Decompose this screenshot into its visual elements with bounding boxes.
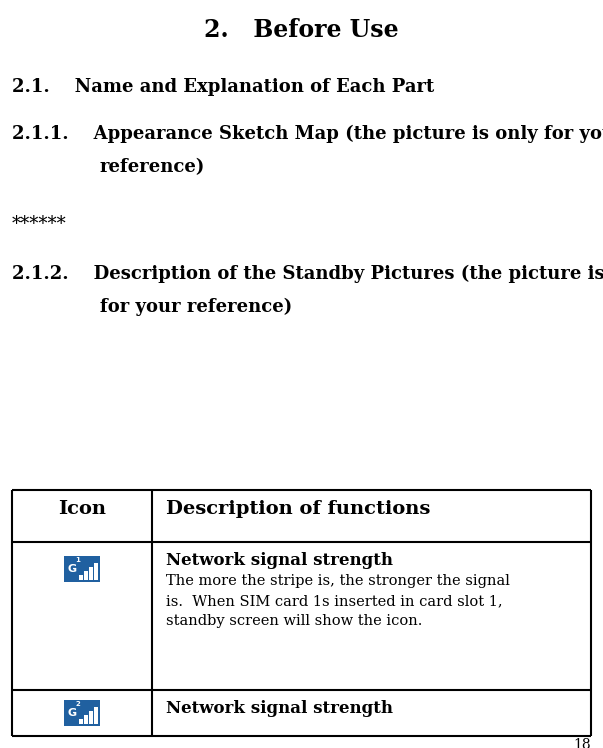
Text: is.  When SIM card 1s inserted in card slot 1,: is. When SIM card 1s inserted in card sl…	[166, 594, 503, 608]
Bar	[79, 719, 83, 724]
Text: Icon: Icon	[58, 500, 106, 518]
Text: Network signal strength: Network signal strength	[166, 552, 393, 569]
Bar	[84, 571, 87, 580]
Text: The more the stripe is, the stronger the signal: The more the stripe is, the stronger the…	[166, 574, 510, 588]
Text: for your reference): for your reference)	[100, 298, 292, 316]
Text: G: G	[68, 564, 77, 574]
Text: Description of functions: Description of functions	[166, 500, 431, 518]
Text: 2.   Before Use: 2. Before Use	[204, 18, 399, 42]
Text: standby screen will show the icon.: standby screen will show the icon.	[166, 614, 422, 628]
Bar	[64, 556, 100, 582]
Text: 2.1.1.    Appearance Sketch Map (the picture is only for your: 2.1.1. Appearance Sketch Map (the pictur…	[12, 125, 603, 144]
Bar	[94, 707, 98, 724]
Bar	[79, 575, 83, 580]
Text: Network signal strength: Network signal strength	[166, 700, 393, 717]
Text: 2.1.    Name and Explanation of Each Part: 2.1. Name and Explanation of Each Part	[12, 78, 434, 96]
Text: 2: 2	[75, 701, 80, 707]
Bar	[84, 715, 87, 724]
Text: 18: 18	[573, 738, 591, 748]
Text: G: G	[68, 708, 77, 718]
Bar	[89, 711, 92, 724]
Text: reference): reference)	[100, 158, 206, 176]
Text: ******: ******	[12, 215, 67, 233]
Text: 2.1.2.    Description of the Standby Pictures (the picture is only: 2.1.2. Description of the Standby Pictur…	[12, 265, 603, 283]
Bar	[94, 563, 98, 580]
Bar	[64, 700, 100, 726]
Bar	[89, 567, 92, 580]
Text: 1: 1	[75, 557, 80, 563]
